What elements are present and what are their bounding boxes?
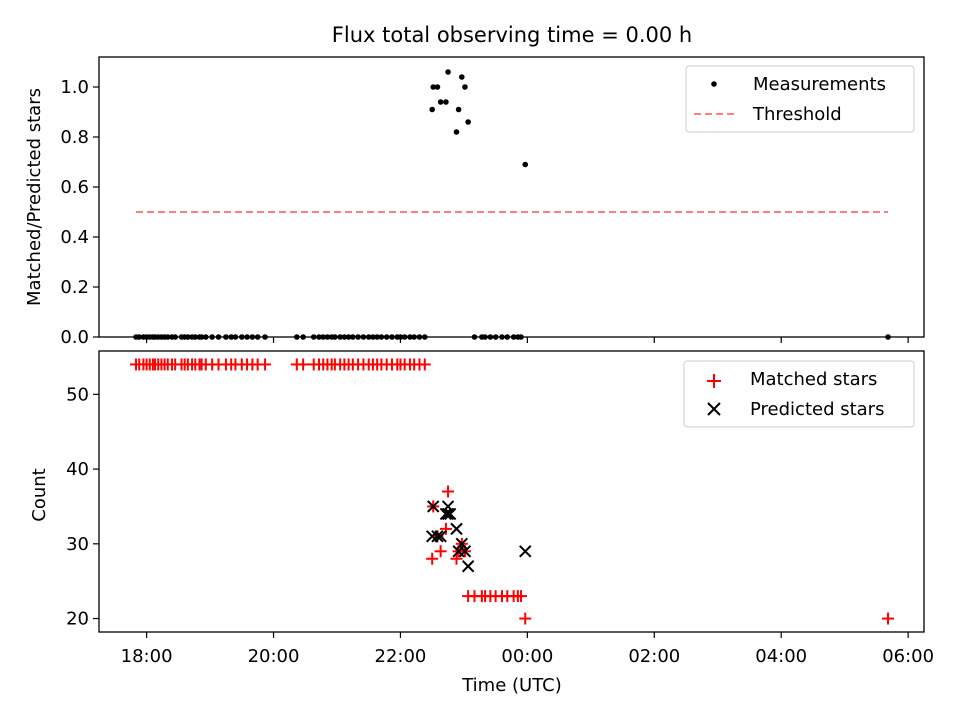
measurement-point	[458, 74, 465, 80]
matched-star-marker	[259, 358, 272, 371]
x-tick-label: 20:00	[248, 646, 300, 667]
y-tick-label: 0.0	[60, 327, 89, 348]
legend-label-threshold: Threshold	[752, 104, 842, 125]
legend-plus-marker	[707, 374, 721, 388]
y-tick-label: 40	[66, 459, 89, 480]
measurement-point	[455, 106, 462, 113]
measurement-point	[462, 84, 468, 90]
x-tick-label: 18:00	[121, 646, 173, 667]
bottom-x-ticks: 18:00 20:00 22:00 00:00 02:00 04:00 06:00	[121, 632, 934, 667]
x-tick-label: 06:00	[882, 646, 934, 667]
y-tick-label: 0.8	[60, 127, 89, 148]
measurement-point	[443, 99, 449, 105]
measurement-point	[453, 129, 460, 135]
x-tick-label: 02:00	[628, 646, 680, 667]
x-tick-label: 04:00	[755, 646, 807, 667]
y-tick-label: 0.4	[60, 227, 89, 248]
chart-title: Flux total observing time = 0.00 h	[332, 23, 692, 47]
bottom-series	[130, 358, 895, 625]
top-y-axis-label: Matched/Predicted stars	[24, 88, 45, 306]
y-tick-label: 30	[66, 534, 89, 555]
matched-star-marker	[418, 358, 431, 371]
predicted-star-marker	[427, 500, 440, 513]
matched-star-marker	[297, 358, 310, 371]
predicted-star-marker	[461, 560, 475, 573]
predicted-star-marker	[519, 545, 532, 558]
bottom-plot-frame	[98, 350, 925, 633]
x-tick-label: 22:00	[375, 646, 427, 667]
bottom-panel: Count Time (UTC) 20 30 40 50 18:00 20:00 22:0…	[29, 350, 934, 696]
predicted-star-marker	[439, 507, 453, 521]
predicted-star-marker	[443, 507, 457, 521]
y-tick-label: 20	[66, 609, 89, 630]
measurement-point	[445, 69, 451, 75]
measurement-point	[437, 99, 444, 105]
top-y-ticks: 0.0 0.2 0.4 0.6 0.8 1.0	[60, 77, 99, 348]
predicted-star-marker	[431, 530, 444, 543]
bottom-legend: Matched stars Predicted stars	[683, 360, 915, 428]
x-axis-label: Time (UTC)	[461, 675, 562, 696]
measurement-point	[522, 161, 529, 168]
top-panel: Matched/Predicted stars 0.0 0.2 0.4 0.6 0.8 1…	[24, 56, 925, 348]
legend-label-matched-stars: Matched stars	[750, 369, 877, 390]
measurement-point	[430, 84, 437, 90]
measurement-point	[429, 106, 435, 113]
top-legend-box	[685, 65, 915, 133]
bottom-y-ticks: 20 30 40 50	[66, 384, 99, 630]
matched-star-marker	[515, 590, 528, 603]
y-tick-label: 1.0	[60, 77, 89, 98]
x-tick-label: 00:00	[501, 646, 553, 667]
matched-star-marker	[519, 612, 532, 625]
predicted-star-marker	[455, 537, 468, 551]
matched-star-marker	[434, 545, 447, 558]
legend-dot-marker	[711, 81, 717, 87]
matched-star-marker	[442, 485, 455, 498]
top-legend: Measurements Threshold	[685, 65, 915, 133]
predicted-star-marker	[450, 522, 463, 536]
matched-star-marker	[882, 612, 895, 625]
legend-label-measurements: Measurements	[753, 74, 886, 95]
matched-star-marker	[439, 522, 452, 535]
matched-star-marker	[426, 552, 439, 565]
measurement-point	[465, 119, 471, 125]
legend-label-predicted-stars: Predicted stars	[750, 399, 884, 420]
predicted-star-marker	[458, 545, 472, 558]
predicted-star-marker	[434, 530, 447, 543]
top-plot-frame	[98, 56, 925, 338]
y-tick-label: 50	[66, 384, 89, 405]
y-tick-label: 0.6	[60, 177, 89, 198]
bottom-y-axis-label: Count	[29, 468, 50, 521]
y-tick-label: 0.2	[60, 277, 89, 298]
legend-x-marker	[707, 402, 721, 416]
predicted-star-marker	[441, 507, 455, 521]
measurement-point	[434, 84, 441, 90]
bottom-legend-box	[683, 360, 915, 428]
